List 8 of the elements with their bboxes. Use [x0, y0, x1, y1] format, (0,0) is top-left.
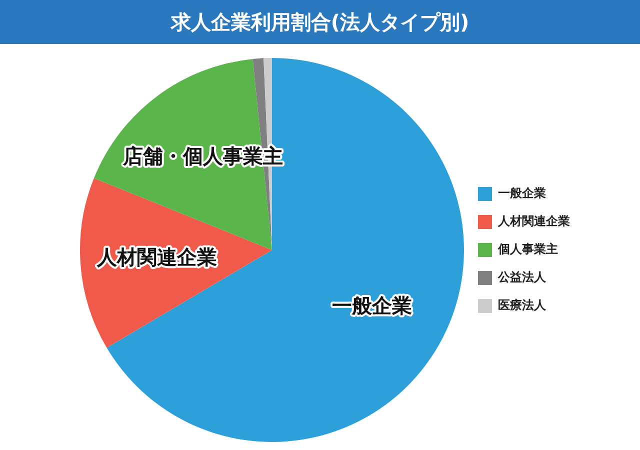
chart-title: 求人企業利用割合(法人タイプ別): [0, 0, 640, 44]
legend-label: 人材関連企業: [497, 214, 570, 228]
text: 一般企業: [332, 293, 412, 318]
legend-label: 医療法人: [498, 298, 547, 312]
text: 人材関連企業: [97, 244, 218, 269]
legend-label: 一般企業: [498, 186, 546, 200]
legend-label: 公益法人: [497, 270, 547, 284]
legend-label: 個人事業主: [497, 242, 558, 256]
